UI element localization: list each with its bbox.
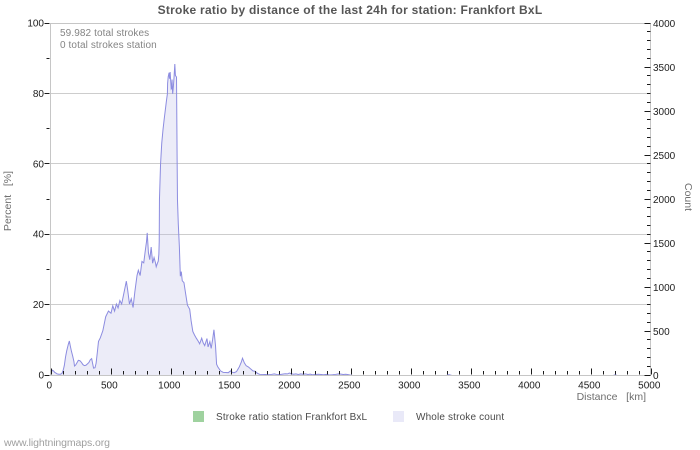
annotation-total-strokes: 59.982 total strokes [60,28,150,39]
whole-stroke-count-label: Whole stroke count [416,412,505,423]
chart-title: Stroke ratio by distance of the last 24h… [157,3,543,17]
right-axis-title: Count [682,182,694,212]
x-tick-label: 4500 [578,381,601,392]
x-tick-label: 2000 [278,381,301,392]
x-tick-label: 4000 [518,381,541,392]
x-tick-label: 3500 [458,381,481,392]
x-tick-label: 3000 [398,381,421,392]
whole-stroke-count-swatch [393,411,404,422]
y-right-tick-label: 1000 [653,283,676,294]
y-right-tick-label: 1500 [653,239,676,250]
x-tick-label: 1500 [218,381,241,392]
left-axis-title: Percent [%] [2,170,14,232]
y-right-tick-label: 4000 [653,19,676,30]
legend: Stroke ratio station Frankfort BxL Whole… [0,410,700,424]
y-left-tick-label: 80 [33,89,45,100]
x-tick-label: 500 [101,381,118,392]
x-axis-title: Distance [km] [576,391,646,403]
stroke-ratio-label: Stroke ratio station Frankfort BxL [216,412,368,423]
x-tick-label: 0 [47,381,53,392]
y-left-tick-label: 20 [33,300,45,311]
stroke-ratio-swatch [193,411,204,422]
y-left-tick-label: 60 [33,159,45,170]
y-left-tick-label: 40 [33,230,45,241]
site-credit: www.lightningmaps.org [4,437,110,449]
y-right-tick-label: 0 [653,371,659,382]
y-right-tick-label: 3000 [653,107,676,118]
stroke-count-line [50,63,651,376]
annotation-block: 59.982 total strokes 0 total strokes sta… [60,28,157,52]
y-right-tick-label: 2500 [653,151,676,162]
y-right-tick-label: 500 [653,327,670,338]
y-right-tick-label: 3500 [653,63,676,74]
y-left-tick-label: 0 [38,371,44,382]
x-tick-label: 1000 [158,381,181,392]
y-right-tick-label: 2000 [653,195,676,206]
stroke-count-fill [50,63,651,376]
annotation-total-strokes-station: 0 total strokes station [60,40,157,51]
x-tick-label: 2500 [338,381,361,392]
y-left-tick-label: 100 [27,19,44,30]
x-tick-label: 5000 [638,381,661,392]
